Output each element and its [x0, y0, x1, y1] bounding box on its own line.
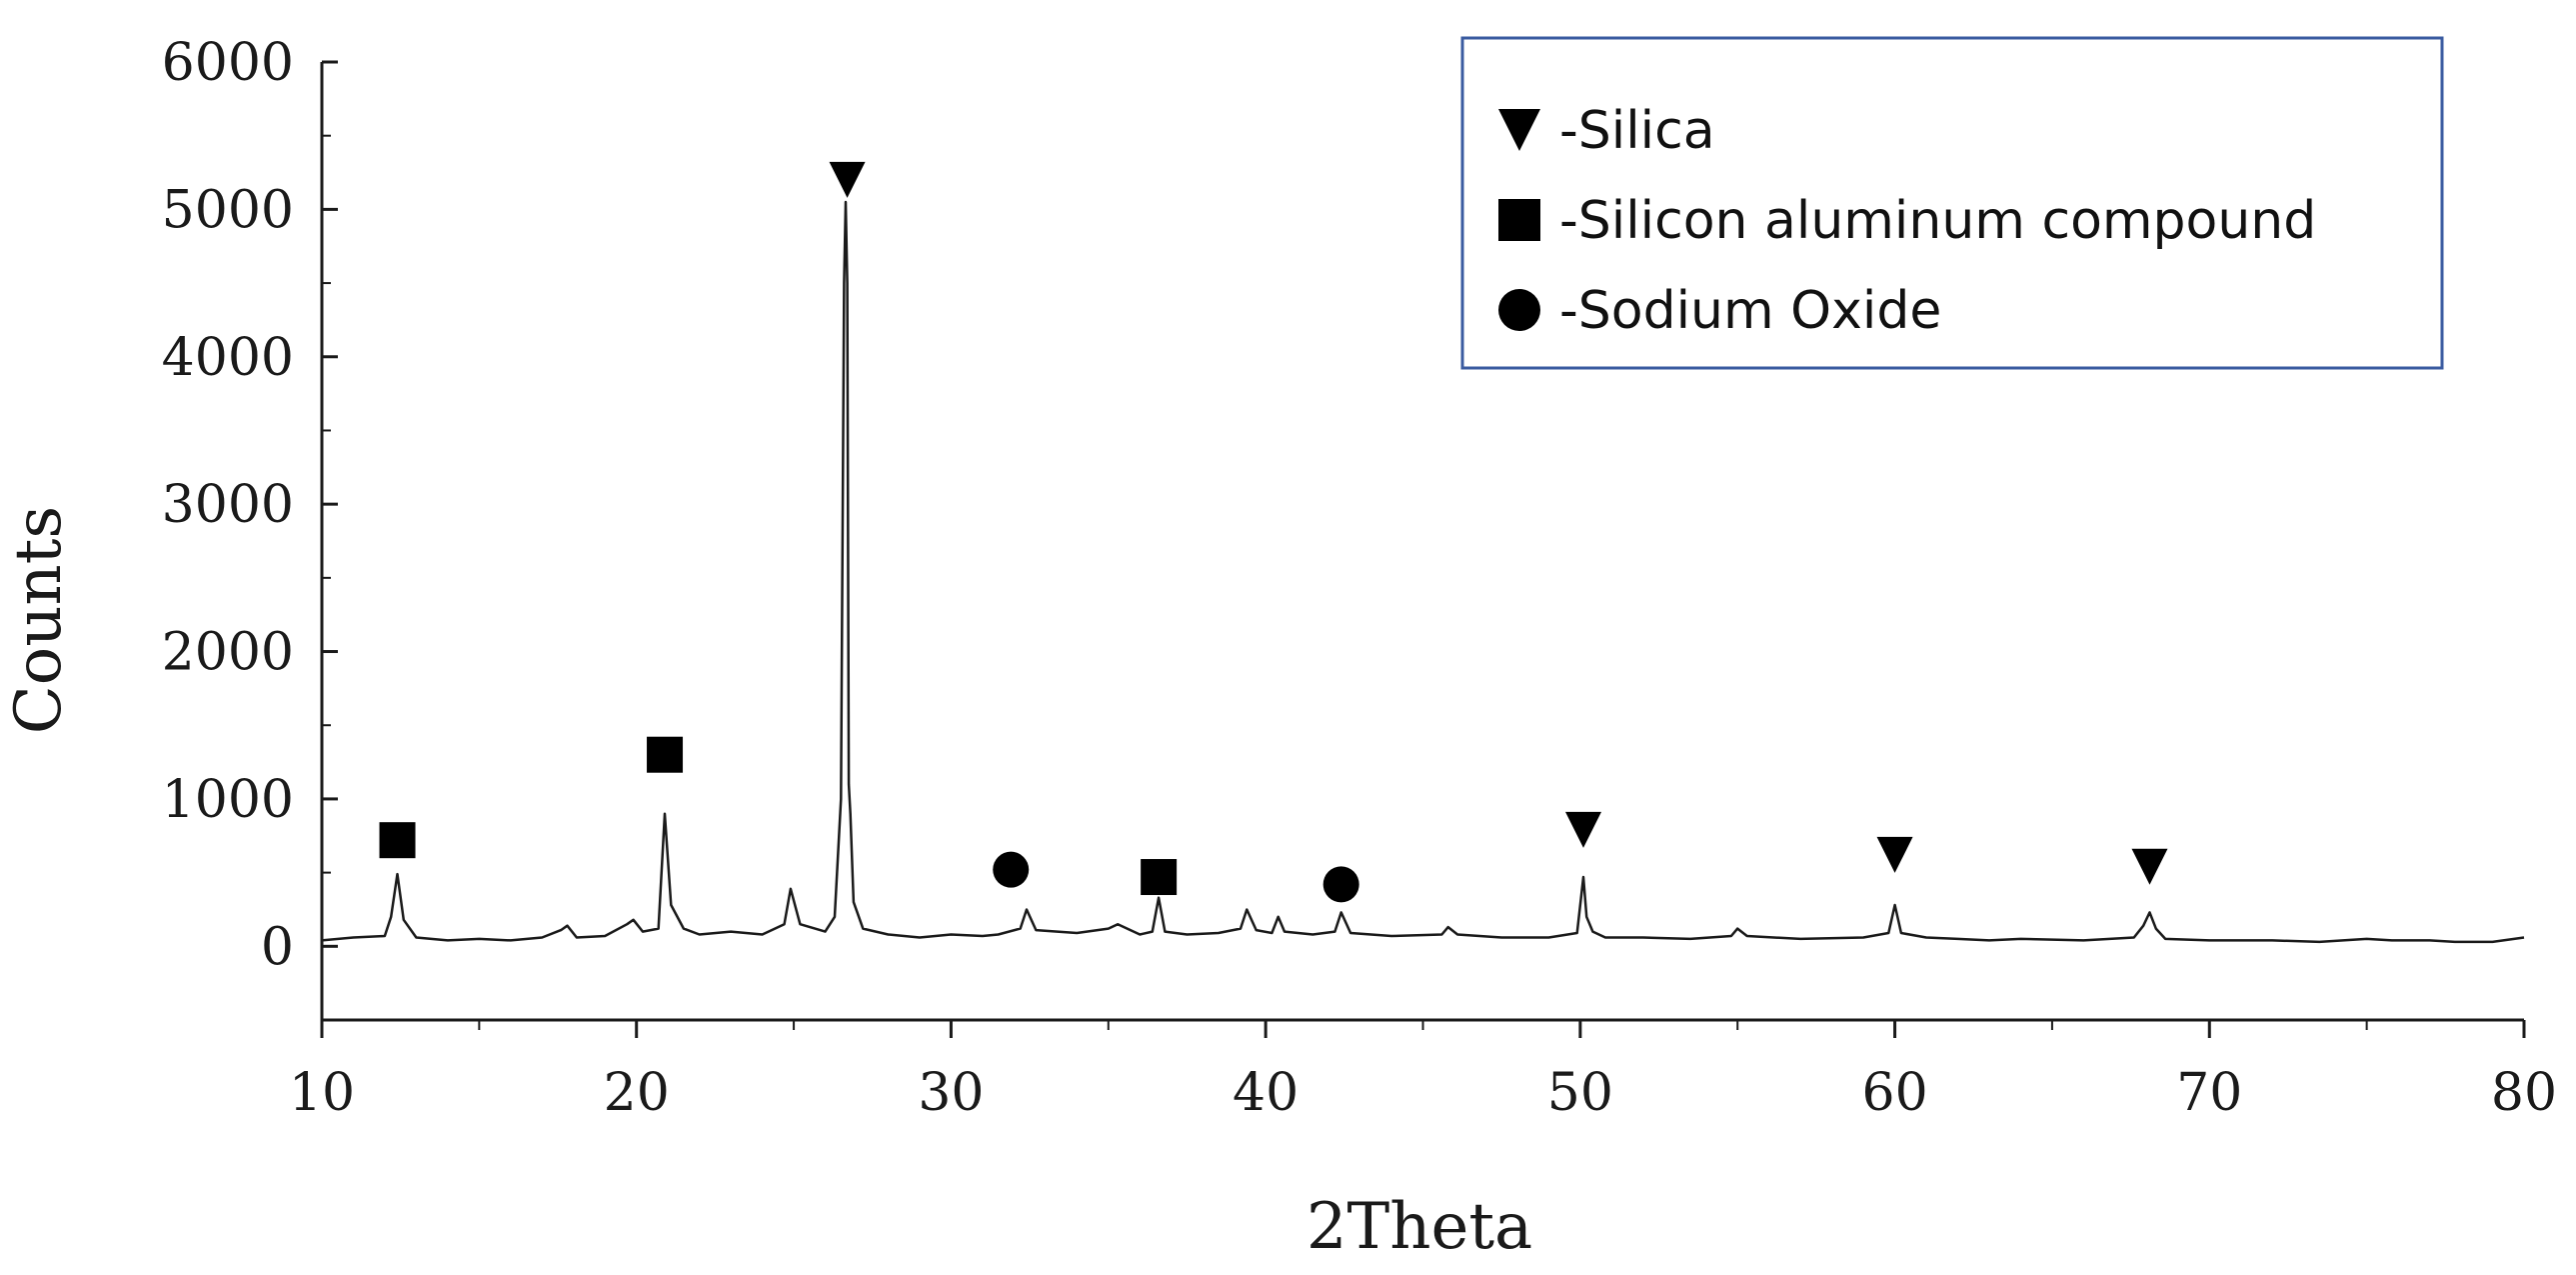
silicon-aluminum-marker	[1141, 859, 1178, 896]
axes: 0 1000 2000 3000 4000 5000 6000 10 20 30 40 50 60 70 8…	[162, 33, 2557, 1123]
x-tick-label: 70	[2176, 1063, 2242, 1123]
silica-marker	[1498, 109, 1540, 151]
x-tick-label: 80	[2491, 1063, 2557, 1123]
x-tick-label: 20	[604, 1063, 670, 1123]
x-tick-label: 30	[918, 1063, 984, 1123]
silica-marker	[1876, 836, 1913, 873]
x-tick-label: 50	[1547, 1063, 1613, 1123]
legend-label: -Silicon aluminum compound	[1559, 191, 2316, 251]
legend-label: -Sodium Oxide	[1559, 281, 1941, 341]
y-tick-label: 5000	[162, 180, 294, 240]
sodium-oxide-marker	[1322, 866, 1359, 903]
xrd-pattern-line	[321, 200, 2525, 944]
sodium-oxide-marker	[993, 851, 1030, 888]
silicon-aluminum-marker	[379, 822, 416, 859]
y-axis-title: Counts	[2, 506, 76, 735]
x-tick-label: 10	[289, 1063, 355, 1123]
legend-label: -Silica	[1559, 101, 1715, 161]
y-tick-label: 4000	[162, 328, 294, 388]
sodium-oxide-marker	[1498, 289, 1540, 331]
silicon-aluminum-marker	[1498, 199, 1540, 241]
legend-box	[1460, 36, 2444, 370]
peak-annotations	[379, 161, 2168, 903]
silica-marker	[1565, 811, 1602, 848]
silica-marker	[2131, 848, 2168, 885]
legend: -Silica -Silicon aluminum compound -Sodium…	[1460, 36, 2444, 370]
x-axis-title: 2Theta	[1306, 1190, 1532, 1264]
y-tick-label: 1000	[162, 770, 294, 830]
y-tick-label: 0	[261, 917, 294, 977]
x-tick-label: 40	[1233, 1063, 1298, 1123]
y-tick-label: 6000	[162, 33, 294, 93]
silica-marker	[829, 161, 866, 198]
x-tick-label: 60	[1861, 1063, 1927, 1123]
silicon-aluminum-marker	[647, 736, 684, 773]
y-tick-label: 3000	[162, 475, 294, 535]
series-layer	[321, 200, 2525, 944]
y-tick-label: 2000	[162, 623, 294, 683]
